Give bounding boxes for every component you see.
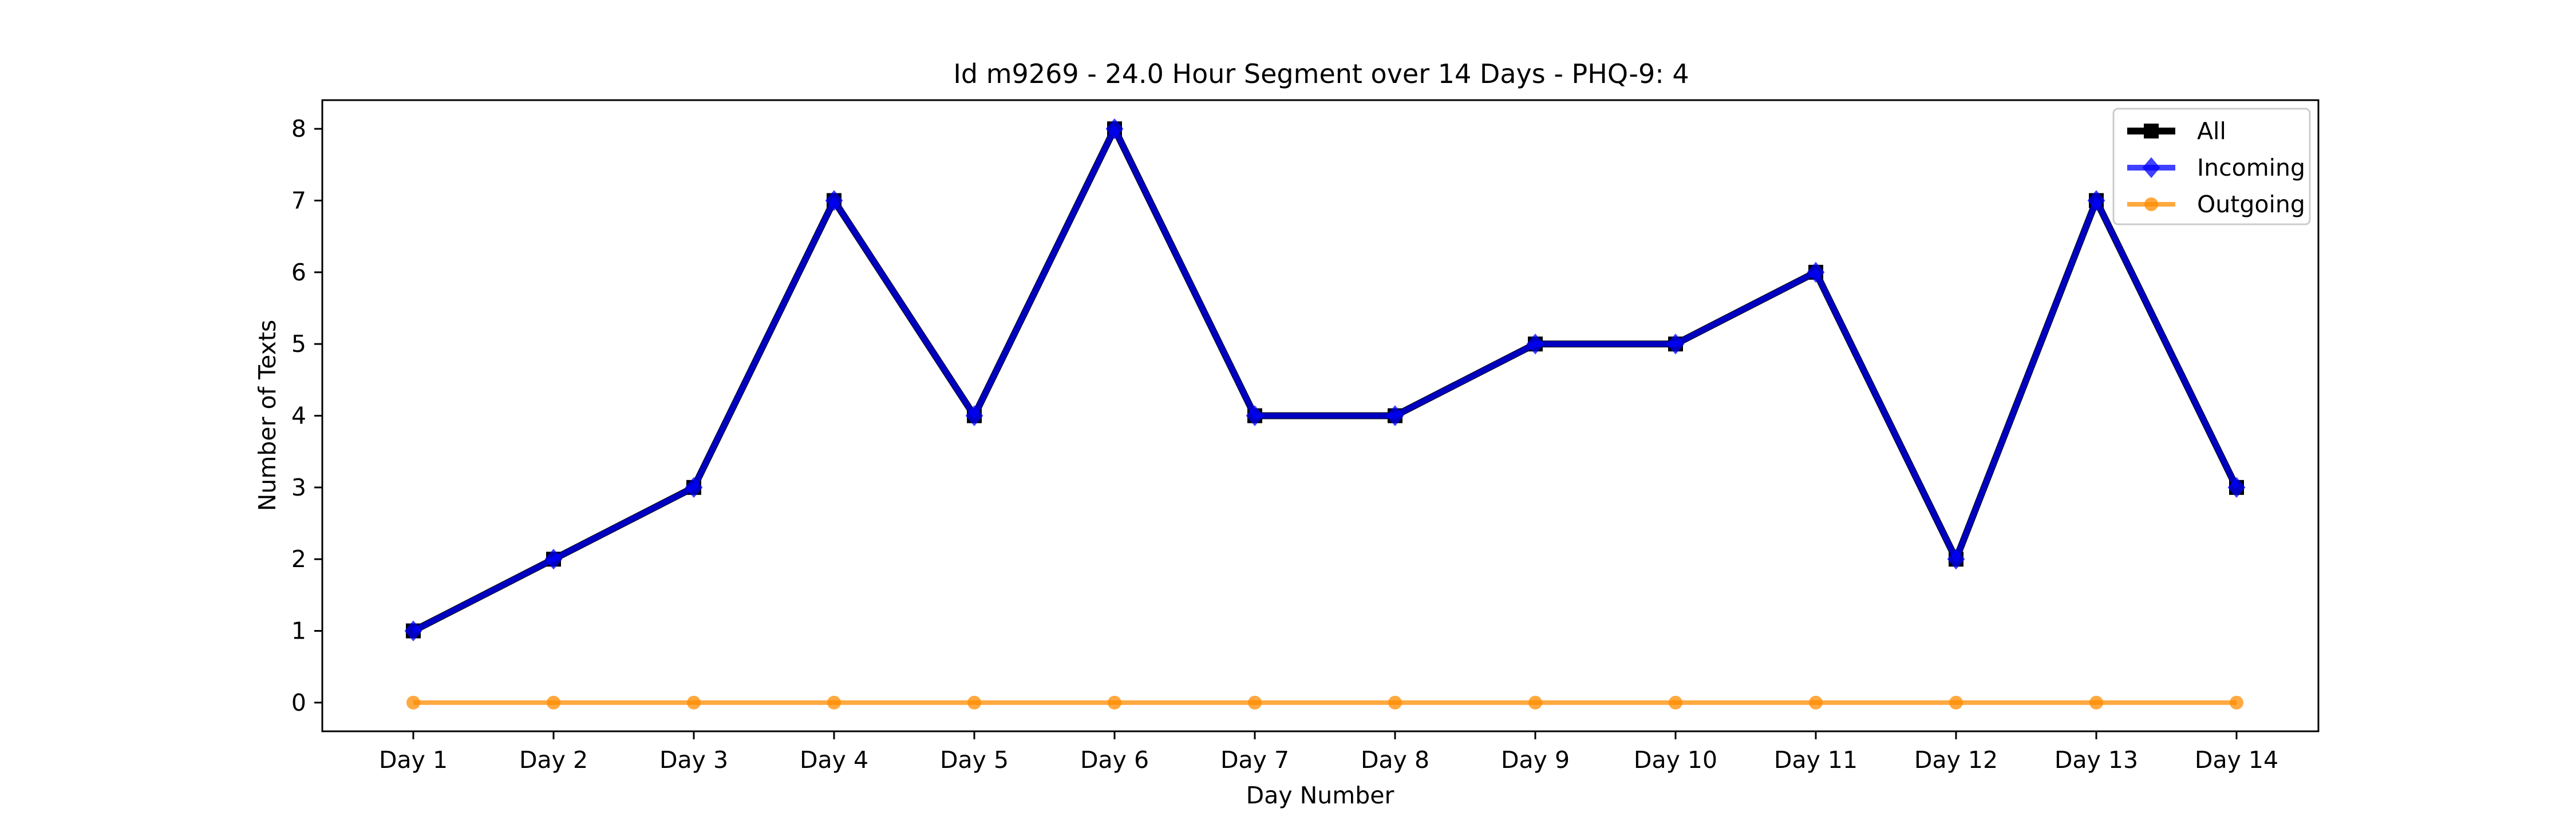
legend-label: Incoming [2197, 154, 2305, 181]
y-tick-label: 1 [291, 617, 306, 645]
data-point-incoming [1947, 548, 1965, 570]
data-point-outgoing [1669, 695, 1682, 710]
y-tick-label: 7 [291, 187, 306, 214]
x-tick-label: Day 8 [1361, 746, 1429, 774]
x-tick-label: Day 5 [940, 746, 1009, 774]
data-point-incoming [1526, 333, 1544, 355]
plot-area: Day 1 Day 2 Day 3 Day 4 Day 5 Day 6 Day 7 Day 8… [291, 99, 2320, 774]
data-point-outgoing [547, 695, 560, 710]
x-tick-label: Day 4 [800, 746, 868, 774]
data-point-outgoing [1528, 695, 1542, 710]
data-point-incoming [1246, 405, 1264, 426]
legend-marker [2144, 197, 2158, 211]
legend-items: All Incoming Outgoing [2127, 117, 2305, 218]
x-axis: Day 1 Day 2 Day 3 Day 4 Day 5 Day 6 Day 7 Day 8… [379, 731, 2278, 774]
y-tick-label: 3 [291, 474, 306, 501]
x-tick-label: Day 2 [519, 746, 588, 774]
data-point-incoming [825, 190, 843, 211]
x-axis-label: Day Number [1246, 782, 1394, 809]
data-point-outgoing [2230, 695, 2243, 710]
chart-title: Id m9269 - 24.0 Hour Segment over 14 Day… [953, 58, 1689, 89]
legend-label: All [2197, 117, 2226, 145]
x-tick-label: Day 3 [659, 746, 728, 774]
x-tick-label: Day 7 [1220, 746, 1289, 774]
series-layer [404, 118, 2246, 710]
legend-frame [2112, 108, 2311, 225]
data-point-outgoing [1809, 695, 1823, 710]
x-tick-label: Day 14 [2195, 746, 2278, 774]
y-tick-label: 6 [291, 259, 306, 286]
legend-label: Outgoing [2197, 191, 2305, 218]
data-point-incoming [404, 620, 422, 641]
x-tick-label: Day 6 [1080, 746, 1149, 774]
series-incoming [404, 118, 2246, 641]
data-point-incoming [1105, 118, 1124, 140]
data-point-outgoing [687, 695, 701, 710]
y-tick-label: 2 [291, 545, 306, 573]
data-point-outgoing [1108, 695, 1121, 710]
data-point-incoming [1386, 405, 1404, 426]
series-line-incoming [412, 126, 2239, 633]
y-axis-label: Number of Texts [254, 320, 281, 512]
y-axis: 0 1 2 3 4 5 6 7 8 [291, 115, 322, 716]
data-point-outgoing [406, 695, 420, 710]
data-point-outgoing [1949, 695, 1963, 710]
legend: All Incoming Outgoing [2112, 108, 2311, 225]
data-point-incoming [544, 548, 563, 570]
series-outgoing [406, 695, 2243, 710]
legend-item-incoming: Incoming [2127, 154, 2305, 181]
x-tick-label: Day 11 [1774, 746, 1858, 774]
data-point-incoming [965, 405, 983, 426]
x-tick-label: Day 13 [2055, 746, 2138, 774]
data-point-outgoing [1248, 695, 1262, 710]
y-tick-label: 8 [291, 115, 306, 142]
legend-marker [2142, 157, 2160, 179]
data-point-incoming [1666, 333, 1685, 355]
data-point-outgoing [2089, 695, 2103, 710]
x-tick-label: Day 1 [379, 746, 448, 774]
data-point-incoming [2227, 477, 2246, 498]
x-tick-label: Day 12 [1914, 746, 1998, 774]
legend-item-outgoing: Outgoing [2127, 191, 2305, 218]
y-tick-label: 5 [291, 330, 306, 358]
legend-item-all: All [2127, 117, 2226, 145]
data-point-outgoing [967, 695, 981, 710]
data-point-outgoing [1388, 695, 1402, 710]
y-tick-label: 4 [291, 402, 306, 430]
x-tick-label: Day 10 [1634, 746, 1717, 774]
data-point-incoming [2087, 190, 2105, 211]
data-point-incoming [685, 477, 703, 498]
legend-marker [2144, 124, 2159, 138]
data-point-outgoing [827, 695, 841, 710]
y-tick-label: 0 [291, 689, 306, 716]
data-point-incoming [1807, 262, 1825, 283]
x-tick-label: Day 9 [1501, 746, 1570, 774]
